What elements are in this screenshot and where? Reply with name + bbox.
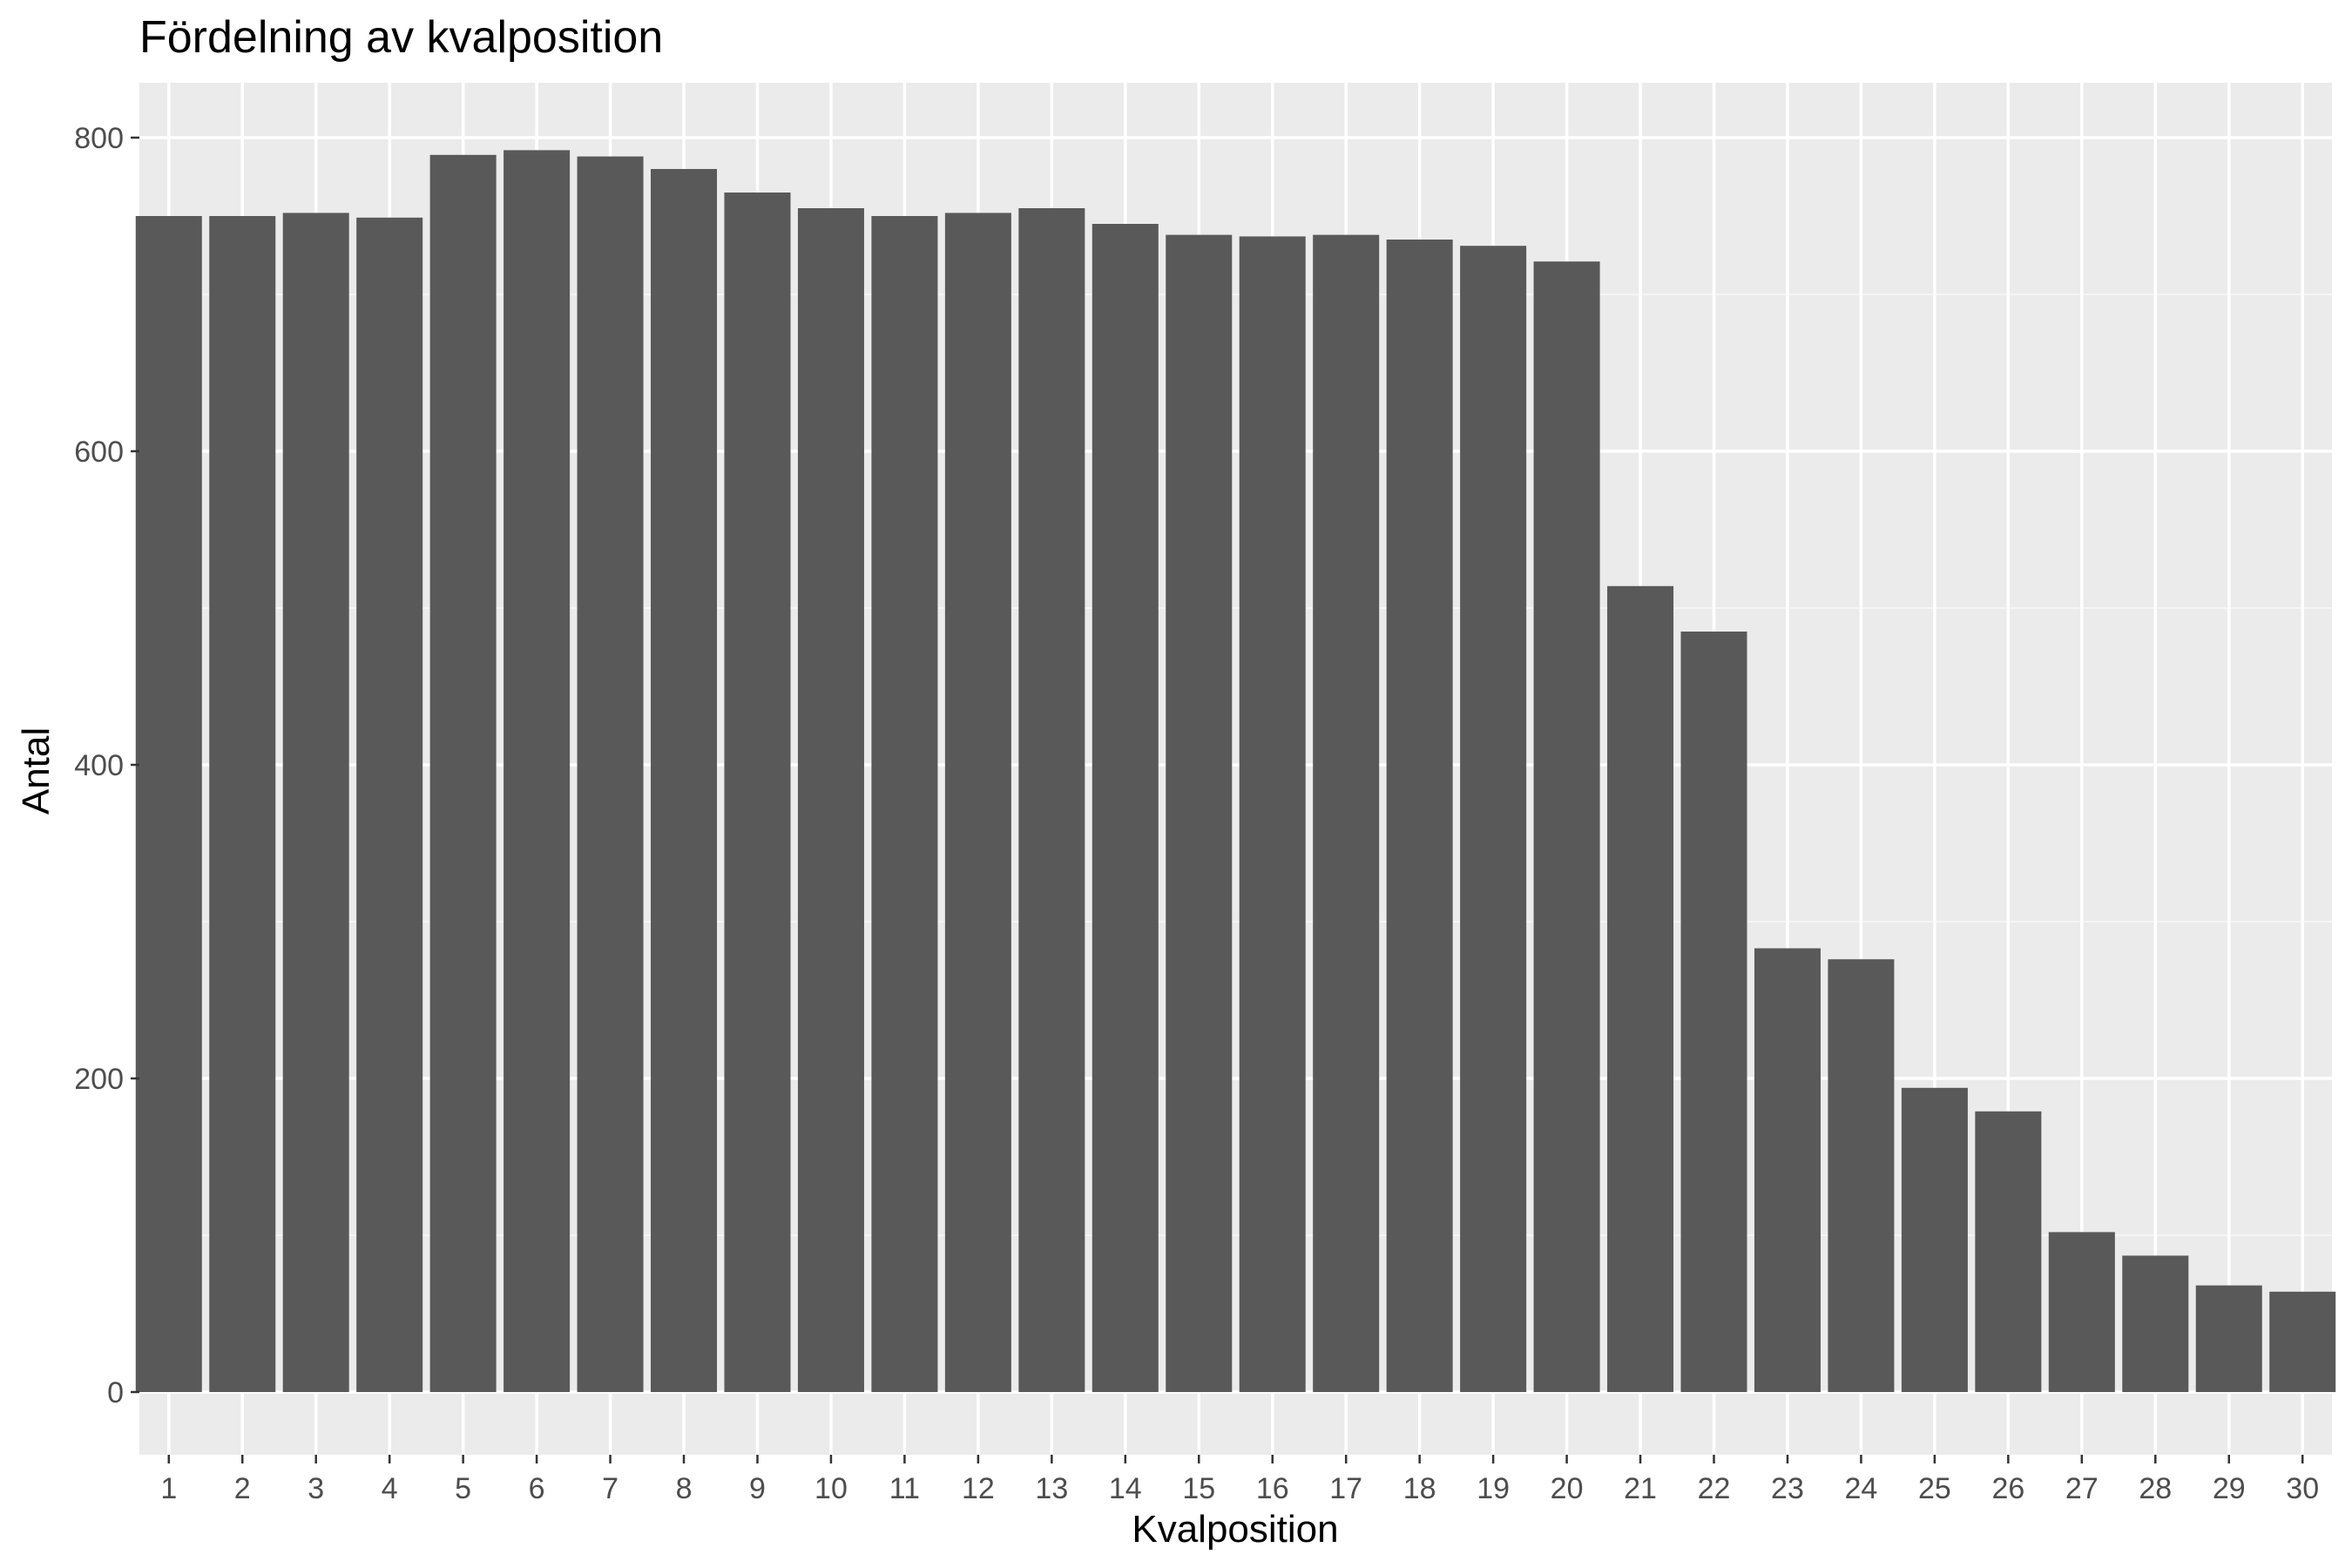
bar-kvalposition-24 — [1828, 959, 1895, 1392]
bar-kvalposition-28 — [2122, 1255, 2189, 1392]
bar-kvalposition-21 — [1607, 585, 1674, 1392]
bar-kvalposition-25 — [1901, 1087, 1968, 1392]
bar-kvalposition-8 — [651, 169, 718, 1392]
x-tick-label: 4 — [382, 1472, 398, 1505]
x-tick-label: 22 — [1698, 1472, 1731, 1505]
x-tick-label: 18 — [1403, 1472, 1436, 1505]
bar-kvalposition-30 — [2269, 1291, 2336, 1392]
bar-kvalposition-4 — [356, 217, 423, 1392]
y-tick-label: 200 — [74, 1063, 124, 1096]
x-tick-label: 14 — [1109, 1472, 1142, 1505]
x-tick-label: 10 — [814, 1472, 848, 1505]
x-tick-label: 17 — [1329, 1472, 1362, 1505]
bar-kvalposition-13 — [1018, 208, 1085, 1392]
x-tick-label: 23 — [1771, 1472, 1804, 1505]
x-tick-label: 6 — [529, 1472, 545, 1505]
bar-kvalposition-29 — [2195, 1285, 2262, 1392]
x-tick-label: 16 — [1256, 1472, 1289, 1505]
bar-kvalposition-26 — [1975, 1111, 2042, 1392]
x-tick-label: 8 — [676, 1472, 693, 1505]
bar-kvalposition-12 — [944, 213, 1011, 1392]
bar-kvalposition-9 — [724, 193, 791, 1392]
x-tick-label: 26 — [1991, 1472, 2024, 1505]
bar-kvalposition-16 — [1239, 236, 1306, 1392]
y-axis: 0 200 400 600 800 — [74, 122, 139, 1409]
bar-kvalposition-18 — [1386, 240, 1453, 1392]
x-tick-label: 2 — [234, 1472, 251, 1505]
bar-kvalposition-2 — [209, 216, 276, 1392]
y-tick-label: 800 — [74, 122, 124, 155]
bar-kvalposition-15 — [1166, 234, 1233, 1393]
bar-kvalposition-5 — [429, 154, 497, 1392]
x-tick-label: 28 — [2139, 1472, 2172, 1505]
x-tick-label: 24 — [1845, 1472, 1878, 1505]
x-tick-label: 13 — [1035, 1472, 1068, 1505]
chart-title: Fördelning av kvalposition — [139, 12, 663, 63]
y-tick-label: 400 — [74, 749, 124, 782]
bar-kvalposition-22 — [1680, 632, 1747, 1392]
x-axis-title: Kvalposition — [1132, 1508, 1338, 1551]
y-axis-title: Antal — [15, 727, 57, 814]
x-tick-label: 3 — [308, 1472, 324, 1505]
y-tick-label: 600 — [74, 436, 124, 469]
x-tick-label: 27 — [2065, 1472, 2099, 1505]
x-tick-label: 12 — [962, 1472, 995, 1505]
bar-kvalposition-6 — [504, 150, 571, 1392]
x-tick-label: 25 — [1918, 1472, 1951, 1505]
bar-kvalposition-27 — [2048, 1232, 2115, 1392]
x-tick-label: 15 — [1182, 1472, 1215, 1505]
x-tick-label: 9 — [749, 1472, 766, 1505]
x-tick-label: 7 — [602, 1472, 618, 1505]
x-tick-label: 21 — [1624, 1472, 1657, 1505]
bar-kvalposition-23 — [1754, 948, 1821, 1392]
x-tick-label: 20 — [1551, 1472, 1584, 1505]
x-tick-label: 11 — [889, 1472, 920, 1505]
bar-kvalposition-20 — [1533, 261, 1600, 1393]
x-tick-label: 30 — [2286, 1472, 2319, 1505]
bars — [135, 150, 2336, 1393]
bar-kvalposition-3 — [282, 213, 349, 1392]
x-axis: 1 2 3 4 5 6 7 8 9 10 11 12 13 14 15 16 17 18 19 20 21 22 23 24 2… — [160, 1455, 2319, 1505]
x-tick-label: 29 — [2213, 1472, 2246, 1505]
bar-kvalposition-7 — [577, 156, 644, 1393]
x-tick-label: 1 — [160, 1472, 177, 1505]
x-tick-label: 5 — [455, 1472, 471, 1505]
bar-kvalposition-17 — [1313, 234, 1380, 1393]
bar-kvalposition-19 — [1460, 246, 1527, 1393]
x-tick-label: 19 — [1477, 1472, 1510, 1505]
bar-kvalposition-1 — [135, 216, 202, 1392]
bar-kvalposition-11 — [871, 216, 938, 1392]
y-tick-label: 0 — [107, 1376, 124, 1409]
bar-kvalposition-14 — [1092, 224, 1159, 1392]
bar-kvalposition-10 — [797, 208, 864, 1392]
